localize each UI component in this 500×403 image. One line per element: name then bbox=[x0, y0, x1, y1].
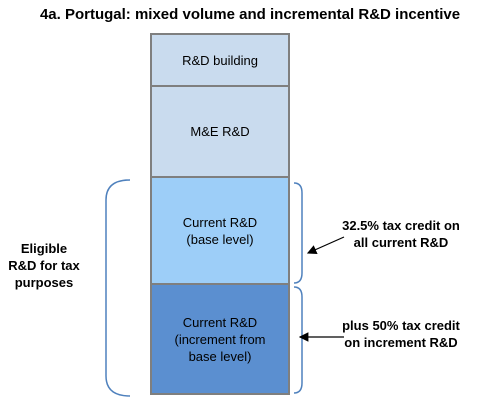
right-bracket-base bbox=[293, 182, 303, 284]
diagram-title: 4a. Portugal: mixed volume and increment… bbox=[39, 6, 461, 23]
arrow-base bbox=[306, 236, 345, 254]
eligible-rd-label: Eligible R&D for tax purposes bbox=[8, 241, 80, 290]
block-current-rd-increment: Current R&D (increment from base level) bbox=[152, 285, 288, 393]
note-base-credit: 32.5% tax credit on all current R&D bbox=[342, 218, 460, 250]
block-me-rd: M&E R&D bbox=[152, 87, 288, 178]
rd-stack: R&D building M&E R&D Current R&D (base l… bbox=[150, 33, 290, 395]
left-bracket bbox=[105, 179, 131, 397]
block-rd-building: R&D building bbox=[152, 35, 288, 87]
block-current-rd-base: Current R&D (base level) bbox=[152, 178, 288, 285]
right-bracket-increment bbox=[293, 286, 303, 394]
note-increment-credit: plus 50% tax credit on increment R&D bbox=[342, 318, 460, 350]
